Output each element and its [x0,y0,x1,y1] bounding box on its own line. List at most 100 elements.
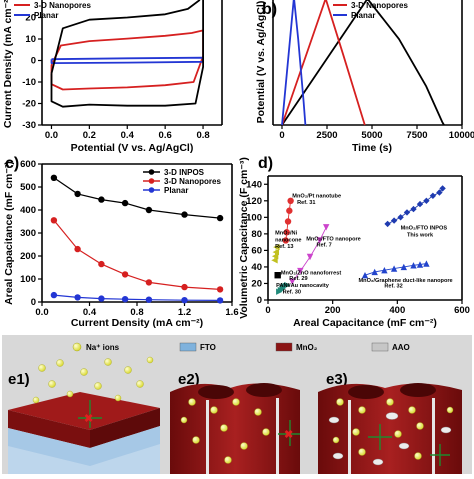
panel-d-annotation: MnO₂/ZnO nanoforrest [281,270,341,276]
panel-c-y-tick-label: 500 [20,182,36,193]
panel-d-x-label: Areal Capacitance (mF cm⁻²) [293,317,437,329]
scatter-point-circle [282,237,289,244]
panel-d-y-tick-label: 40 [251,262,262,273]
scatter-point-diamond [423,197,430,204]
scatter-point-triangle-down [289,278,296,285]
legend-label-nanopores-b: 3-D Nanopores [351,1,408,10]
panel-d-label: d) [258,155,273,172]
panel-d-y-tick-label: 100 [246,212,262,223]
panel-c-x-tick-label: 0.4 [83,307,97,318]
panel-c-y-tick-label: 600 [20,159,36,170]
panel-b-x-tick-label: 5000 [361,130,382,141]
panel-a-x-tick-label: 0.6 [159,130,172,141]
panel-d-volumetric-vs-areal: d) 0 200 400 600 0 20 40 60 80 100 120 140 MnO₂/Pt … [238,155,470,329]
legend-fto-swatch [179,342,197,352]
panel-c-y-tick-label: 300 [20,228,36,239]
scatter-point-triangle-up [416,261,424,268]
panel-c-areal-capacitance: c) 0.0 0.4 0.8 1.2 1.6 0 100 200 300 400 500 600 3-… [3,155,239,329]
scatter-point-diamond [429,192,437,199]
panel-d-x-tick-label: 400 [389,305,405,316]
panel-d-annotation: nanocone [275,237,301,243]
e3-interconnect-holes [328,412,452,466]
legend-label-nanopores-c: 3-D Nanopores [164,177,221,186]
panel-a-y-tick-label: 10 [25,34,36,45]
rate-point-3-d-inpos [74,190,81,198]
legend-label-inpos-c: 3-D INPOS [164,168,205,177]
panel-c-legend: 3-D INPOS 3-D Nanopores Planar [143,168,221,195]
scatter-point-triangle-down [297,267,304,275]
panel-a-y-tick-label: -10 [22,77,36,88]
panel-c-x-tick-label: 1.2 [178,307,191,318]
illustration-legend: Na⁺ ions FTO MnO₂ AAO [72,342,410,352]
scatter-point-triangle-right [284,281,291,289]
panel-d-annotation: This work [407,232,434,238]
rate-point-3-d-nanopores [98,260,105,268]
schematic-e1-planar: e1) ✖ [8,356,160,474]
panel-a-x-tick-label: 0.4 [121,130,135,141]
panel-d-annotation: MnO₂/Ni [275,231,298,237]
legend-aao-swatch [371,342,389,352]
panel-d-annotation: MnO₂/FTO INPOS [401,226,448,232]
legend-mno2: MnO₂ [296,343,318,352]
panel-a-y-label: Current Density (mA cm⁻²) [2,0,14,128]
legend-marker-planar-c [148,187,155,193]
scatter-point-triangle-up [390,265,398,272]
rate-point-3-d-inpos [145,206,153,214]
rate-point-3-d-inpos [181,211,188,218]
scatter-point-triangle-up [410,262,417,269]
rate-point-planar [50,291,58,299]
panel-d-y-tick-label: 120 [246,196,262,207]
panel-c-y-tick-label: 0 [31,297,36,308]
cv-curve-planar [50,56,204,64]
scatter-trend-diamond [387,188,443,225]
panel-b-x-tick-label: 10000 [449,130,474,141]
e2-pore-left [198,385,234,399]
panel-c-x-label: Current Density (mA cm⁻²) [71,317,203,329]
e2-aao-rod-left [206,400,209,474]
scatter-point-diamond [403,209,411,216]
panel-b-x-tick-label: 0 [279,130,284,141]
panel-d-annotation: MnO₂/FTO nanopore [306,237,361,243]
e1-na-ions [32,356,154,404]
e3-pore-right [400,383,436,397]
legend-fto: FTO [200,343,216,352]
panel-d-x-tick-label: 0 [265,305,270,316]
panel-c-y-tick-label: 200 [20,251,36,262]
gcd-curve-planar [281,0,307,126]
panel-a-y-tick-label: 20 [25,13,36,24]
e1-mno2-top [8,392,160,430]
rate-line-3-d-nanopores [53,219,221,290]
legend-mno2-swatch [275,342,293,352]
panel-a-y-tick-label: 30 [25,0,36,2]
scatter-point-circle [283,229,290,236]
panel-d-y-tick-label: 60 [251,245,262,256]
scatter-point-circle [286,207,293,214]
scatter-point-triangle-left [273,243,280,251]
panel-c-x-tick-label: 0.8 [130,307,143,318]
e3-aao-rod-left [348,400,351,474]
panel-b-y-label: Potential (V vs. Ag/AgCl) [255,1,267,124]
scatter-point-circle [287,197,294,204]
panel-c-x-tick-label: 0.0 [35,307,48,318]
gcd-curve-3-d-nanopores [281,0,366,126]
panel-c-y-tick-label: 100 [20,274,36,285]
legend-marker-inpos-c [148,169,155,175]
rate-point-3-d-nanopores [216,286,224,293]
e3-diffusion-arrows [368,424,450,466]
rate-point-planar [98,295,105,302]
panel-d-annotation: PANI/Au nanocavity [276,283,330,289]
e2-label: e2) [178,371,200,388]
panel-b-label: b) [262,1,277,18]
scatter-trend-triangle-left [274,247,277,261]
scatter-point-triangle-down [306,253,314,261]
scatter-point-triangle-up [371,268,378,276]
legend-aao: AAO [392,343,410,352]
legend-label-nanopores: 3-D Nanopores [34,1,91,10]
panel-d-annotation: MnO₂/Pt nanotube [292,194,341,200]
panel-c-y-label: Areal Capacitance (mF cm⁻²) [3,161,15,305]
panel-d-annotation: MnO₂/Graphene duct-like nanopore [359,278,453,284]
e3-pore-left [348,385,384,399]
scatter-point-diamond [436,189,443,196]
scatter-point-triangle-down [323,224,330,231]
panel-b-x-tick-label: 2500 [316,130,337,141]
